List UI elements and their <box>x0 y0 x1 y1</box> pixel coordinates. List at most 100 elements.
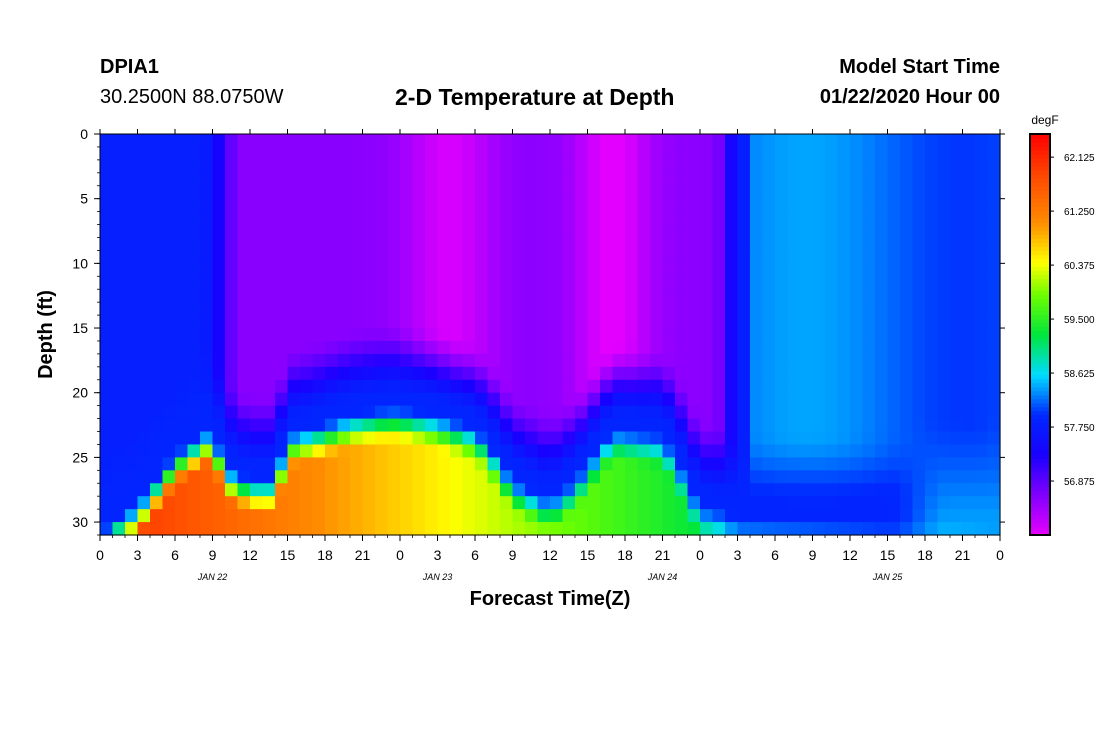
heat-cell <box>762 496 776 510</box>
heat-cell <box>250 405 264 420</box>
heat-cell <box>475 250 489 264</box>
heat-cell <box>450 224 464 239</box>
heat-cell <box>675 134 689 148</box>
heat-cell <box>300 431 314 446</box>
heat-cell <box>375 431 389 446</box>
colorbar-segment <box>1030 398 1050 404</box>
heat-cell <box>100 457 114 471</box>
heat-cell <box>737 224 751 239</box>
heat-cell <box>100 392 114 407</box>
heat-cell <box>612 470 626 484</box>
heat-cell <box>450 276 464 290</box>
heat-cell <box>125 224 139 239</box>
heat-cell <box>675 457 689 471</box>
heat-cell <box>637 366 651 381</box>
heat-cell <box>250 457 264 471</box>
heat-cell <box>550 315 564 329</box>
heat-cell <box>550 263 564 277</box>
heat-cell <box>850 198 864 213</box>
heat-cell <box>137 250 151 264</box>
heat-cell <box>975 509 989 523</box>
heat-cell <box>187 159 201 174</box>
heat-cell <box>175 444 189 458</box>
heat-cell <box>687 509 701 523</box>
heat-cell <box>312 276 326 290</box>
heat-cell <box>375 392 389 407</box>
heat-cell <box>750 159 764 174</box>
heat-cell <box>712 237 726 252</box>
heat-cell <box>212 431 226 446</box>
heat-cell <box>287 470 301 484</box>
heat-cell <box>162 496 176 510</box>
heat-cell <box>525 457 539 471</box>
heat-cell <box>912 134 926 148</box>
heat-cell <box>662 250 676 264</box>
heat-cell <box>575 211 589 226</box>
heat-cell <box>950 146 964 161</box>
heat-cell <box>900 444 914 458</box>
heat-cell <box>912 457 926 471</box>
heat-cell <box>100 496 114 510</box>
heat-cell <box>462 405 476 420</box>
heat-cell <box>837 522 851 536</box>
heat-cell <box>175 185 189 200</box>
heat-cell <box>337 134 351 148</box>
colorbar-segment <box>1030 474 1050 480</box>
heat-cell <box>350 431 364 446</box>
heat-cell <box>612 392 626 407</box>
heat-cell <box>750 444 764 458</box>
heat-cell <box>850 250 864 264</box>
heat-cell <box>975 224 989 239</box>
heat-cell <box>412 431 426 446</box>
heat-cell <box>125 366 139 381</box>
heat-cell <box>812 146 826 161</box>
colorbar-segment <box>1030 282 1050 287</box>
heat-cell <box>100 444 114 458</box>
heat-cell <box>550 134 564 148</box>
heat-cell <box>337 146 351 161</box>
colorbar-tick-label: 56.875 <box>1064 477 1095 488</box>
heat-cell <box>787 470 801 484</box>
heat-cell <box>762 134 776 148</box>
heat-cell <box>350 509 364 523</box>
heat-cell <box>912 302 926 316</box>
heat-cell <box>875 211 889 226</box>
heat-cell <box>587 198 601 213</box>
heat-cell <box>800 276 814 290</box>
heat-cell <box>662 302 676 316</box>
heat-cell <box>787 146 801 161</box>
heat-cell <box>862 418 876 433</box>
heat-cell <box>362 431 376 446</box>
heat-cell <box>325 159 339 174</box>
heat-cell <box>812 392 826 407</box>
heat-cell <box>425 392 439 407</box>
heat-cell <box>862 289 876 303</box>
heat-cell <box>537 470 551 484</box>
heat-cell <box>737 366 751 381</box>
heat-cell <box>475 198 489 213</box>
heat-cell <box>100 405 114 420</box>
heat-cell <box>800 146 814 161</box>
heat-cell <box>262 328 276 342</box>
heat-cell <box>125 289 139 303</box>
heat-cell <box>912 405 926 420</box>
heat-cell <box>512 353 526 368</box>
heat-cell <box>400 379 414 394</box>
heat-cell <box>812 483 826 497</box>
heat-cell <box>112 353 126 368</box>
colorbar-segment <box>1030 154 1050 159</box>
heat-cell <box>987 522 1001 536</box>
colorbar-segment <box>1030 430 1050 436</box>
heat-cell <box>750 496 764 510</box>
heat-cell <box>537 159 551 174</box>
heat-cell <box>587 392 601 407</box>
heat-cell <box>287 198 301 213</box>
heat-cell <box>450 340 464 355</box>
heat-cell <box>937 237 951 252</box>
colorbar-segment <box>1030 530 1050 536</box>
heat-cell <box>437 146 451 161</box>
heat-cell <box>437 263 451 277</box>
heat-cell <box>850 146 864 161</box>
heat-cell <box>337 522 351 536</box>
heat-cell <box>612 366 626 381</box>
